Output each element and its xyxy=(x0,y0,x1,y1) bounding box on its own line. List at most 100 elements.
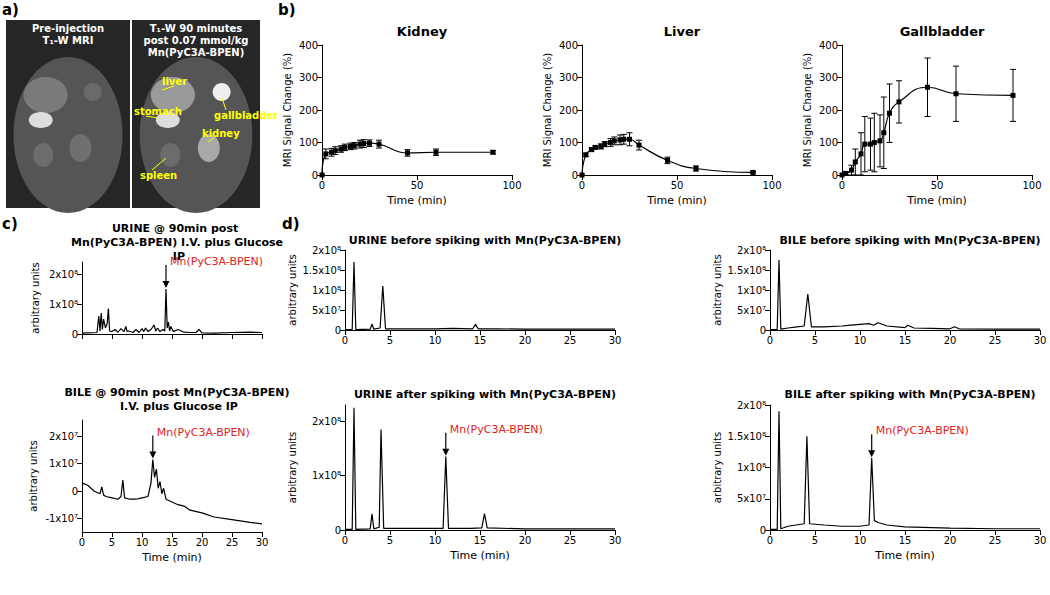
svg-text:400: 400 xyxy=(559,40,578,51)
svg-text:10: 10 xyxy=(136,537,149,548)
svg-text:20: 20 xyxy=(519,535,532,546)
svg-text:200: 200 xyxy=(819,105,838,116)
svg-text:10: 10 xyxy=(854,335,867,346)
svg-text:1.5x10⁸: 1.5x10⁸ xyxy=(727,265,766,276)
svg-text:T₁-W 90 minutes: T₁-W 90 minutes xyxy=(150,23,242,34)
svg-text:0: 0 xyxy=(72,486,78,497)
svg-text:arbitrary units: arbitrary units xyxy=(28,440,39,511)
svg-text:Time (min): Time (min) xyxy=(646,194,707,207)
svg-text:Mn(PyC3A-BPEN) I.V. plus Gluco: Mn(PyC3A-BPEN) I.V. plus Glucose xyxy=(71,236,283,249)
svg-text:30: 30 xyxy=(256,537,269,548)
svg-text:BILE before spiking with Mn(Py: BILE before spiking with Mn(PyC3A-BPEN) xyxy=(779,234,1040,247)
svg-text:Pre-injection: Pre-injection xyxy=(32,23,104,34)
svg-text:2x10⁸: 2x10⁸ xyxy=(312,245,341,256)
svg-text:2x10⁸: 2x10⁸ xyxy=(312,416,341,427)
svg-text:10: 10 xyxy=(854,535,867,546)
svg-text:20: 20 xyxy=(944,535,957,546)
svg-text:20: 20 xyxy=(944,335,957,346)
svg-text:Time (min): Time (min) xyxy=(386,194,447,207)
svg-text:0: 0 xyxy=(72,329,78,340)
svg-text:0: 0 xyxy=(579,180,585,191)
svg-text:100: 100 xyxy=(819,137,838,148)
svg-text:T₁-W MRI: T₁-W MRI xyxy=(43,35,94,46)
svg-text:300: 300 xyxy=(819,72,838,83)
svg-text:5: 5 xyxy=(812,535,818,546)
svg-text:Time (min): Time (min) xyxy=(874,549,935,562)
svg-text:20: 20 xyxy=(196,537,209,548)
svg-text:c): c) xyxy=(2,215,18,233)
svg-text:100: 100 xyxy=(1022,180,1041,191)
svg-text:stomach: stomach xyxy=(134,106,182,117)
svg-text:arbitrary units: arbitrary units xyxy=(712,254,723,325)
svg-text:b): b) xyxy=(278,1,296,19)
svg-text:1x10⁸: 1x10⁸ xyxy=(737,285,766,296)
svg-text:0: 0 xyxy=(572,170,578,181)
svg-text:IP: IP xyxy=(169,250,185,263)
svg-text:0: 0 xyxy=(760,325,766,336)
svg-text:MRI Signal Change (%): MRI Signal Change (%) xyxy=(542,53,553,167)
svg-text:100: 100 xyxy=(502,180,521,191)
svg-text:1.5x10⁸: 1.5x10⁸ xyxy=(727,431,766,442)
svg-text:30: 30 xyxy=(609,335,622,346)
svg-text:Mn(PyC3A-BPEN): Mn(PyC3A-BPEN) xyxy=(876,424,969,437)
svg-text:1.5x10⁸: 1.5x10⁸ xyxy=(302,265,341,276)
svg-text:MRI Signal Change (%): MRI Signal Change (%) xyxy=(802,53,813,167)
svg-text:5: 5 xyxy=(387,335,393,346)
svg-text:gallbladder: gallbladder xyxy=(214,110,278,121)
svg-text:25: 25 xyxy=(989,335,1002,346)
svg-text:15: 15 xyxy=(899,335,912,346)
svg-text:d): d) xyxy=(282,215,300,233)
svg-text:5x10⁷: 5x10⁷ xyxy=(312,305,341,316)
svg-text:0: 0 xyxy=(760,525,766,536)
svg-text:50: 50 xyxy=(671,180,684,191)
svg-text:arbitrary units: arbitrary units xyxy=(712,432,723,503)
svg-text:post 0.07 mmol/kg: post 0.07 mmol/kg xyxy=(144,35,249,46)
svg-text:URINE after spiking with Mn(Py: URINE after spiking with Mn(PyC3A-BPEN) xyxy=(354,388,616,401)
svg-text:200: 200 xyxy=(559,105,578,116)
svg-text:arbitrary units: arbitrary units xyxy=(287,254,298,325)
svg-text:kidney: kidney xyxy=(202,128,240,139)
svg-text:1x10⁸: 1x10⁸ xyxy=(312,285,341,296)
svg-text:0: 0 xyxy=(342,535,348,546)
svg-text:1x10⁸: 1x10⁸ xyxy=(312,470,341,481)
svg-text:5x10⁷: 5x10⁷ xyxy=(737,493,766,504)
svg-text:25: 25 xyxy=(989,535,1002,546)
svg-text:Time (min): Time (min) xyxy=(449,549,510,562)
svg-text:50: 50 xyxy=(411,180,424,191)
svg-text:20: 20 xyxy=(519,335,532,346)
svg-text:0: 0 xyxy=(832,170,838,181)
svg-text:spleen: spleen xyxy=(140,170,177,181)
svg-text:5: 5 xyxy=(387,535,393,546)
svg-text:Gallbladder: Gallbladder xyxy=(900,24,985,39)
svg-text:arbitrary units: arbitrary units xyxy=(30,262,41,333)
svg-text:BILE after spiking with Mn(PyC: BILE after spiking with Mn(PyC3A-BPEN) xyxy=(785,388,1036,401)
svg-text:0: 0 xyxy=(312,170,318,181)
svg-text:0: 0 xyxy=(335,525,341,536)
svg-text:Kidney: Kidney xyxy=(397,24,448,39)
svg-text:0: 0 xyxy=(335,325,341,336)
svg-text:a): a) xyxy=(2,1,19,19)
svg-text:0: 0 xyxy=(767,535,773,546)
svg-text:10: 10 xyxy=(429,335,442,346)
svg-text:400: 400 xyxy=(299,40,318,51)
svg-text:0: 0 xyxy=(79,537,85,548)
svg-text:15: 15 xyxy=(899,535,912,546)
svg-text:30: 30 xyxy=(1034,535,1047,546)
svg-text:100: 100 xyxy=(762,180,781,191)
svg-text:0: 0 xyxy=(767,335,773,346)
svg-text:-1x10⁷: -1x10⁷ xyxy=(45,513,78,524)
svg-text:10: 10 xyxy=(429,535,442,546)
svg-text:200: 200 xyxy=(299,105,318,116)
svg-text:300: 300 xyxy=(299,72,318,83)
svg-text:0: 0 xyxy=(319,180,325,191)
svg-text:liver: liver xyxy=(162,76,187,87)
svg-text:0: 0 xyxy=(342,335,348,346)
svg-text:400: 400 xyxy=(819,40,838,51)
svg-text:MRI Signal Change (%): MRI Signal Change (%) xyxy=(282,53,293,167)
svg-text:Time (min): Time (min) xyxy=(906,194,967,207)
svg-text:50: 50 xyxy=(931,180,944,191)
svg-text:2x10⁸: 2x10⁸ xyxy=(49,269,78,280)
svg-text:5: 5 xyxy=(812,335,818,346)
svg-text:5x10⁷: 5x10⁷ xyxy=(737,305,766,316)
svg-text:30: 30 xyxy=(609,535,622,546)
